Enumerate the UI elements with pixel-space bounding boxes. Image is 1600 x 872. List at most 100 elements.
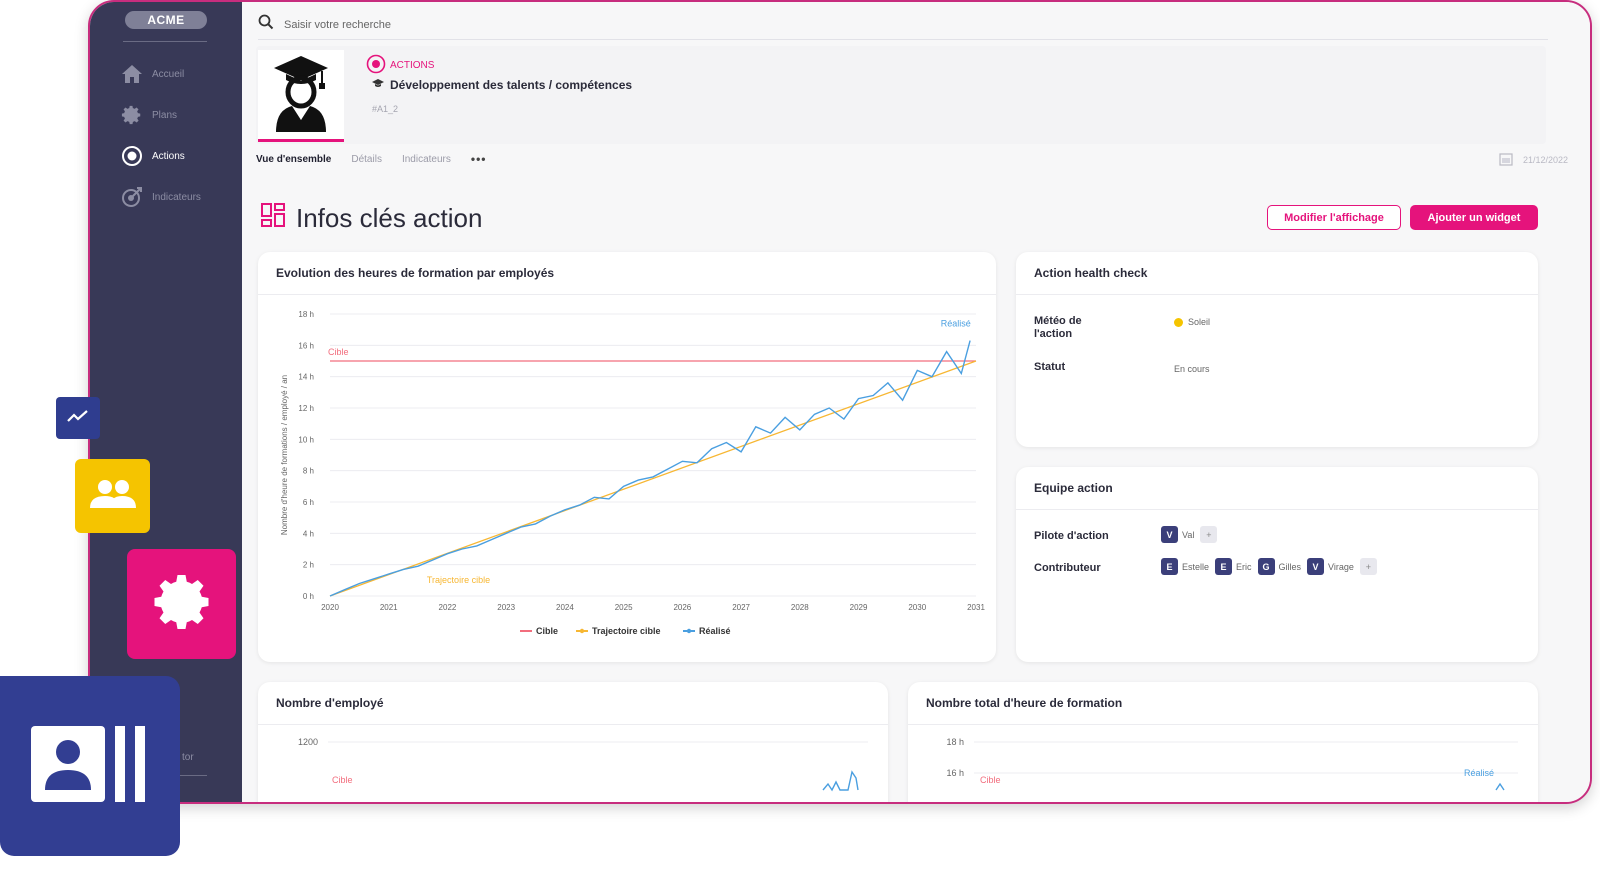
chart-title: Evolution des heures de formation par em…	[276, 266, 555, 280]
member-initial: E	[1161, 558, 1178, 575]
meteo-value: Soleil	[1174, 317, 1210, 327]
employee-count-card: Nombre d'employé 1200 Cible	[258, 682, 888, 802]
trajectoire-series-line	[329, 360, 977, 597]
settings-tile[interactable]	[127, 549, 236, 659]
statut-label: Statut	[1034, 361, 1066, 373]
y-tick-label: 10 h	[298, 435, 314, 444]
dashboard-icon	[260, 202, 286, 235]
search-icon[interactable]	[258, 14, 274, 35]
cible-annotation: Cible	[328, 347, 349, 357]
x-tick-label: 2028	[791, 603, 809, 612]
x-tick-label: 2024	[556, 603, 574, 612]
y-tick-label: 14 h	[298, 373, 314, 382]
x-tick-label: 2022	[439, 603, 457, 612]
x-tick-label: 2029	[850, 603, 868, 612]
x-tick-label: 2030	[908, 603, 926, 612]
target-icon	[366, 54, 386, 77]
contact-card-icon	[31, 725, 149, 807]
sidebar-item-label: Indicateurs	[152, 191, 201, 203]
meteo-text: Soleil	[1188, 317, 1211, 327]
total-hours-card: Nombre total d'heure de formation 18 h 1…	[908, 682, 1538, 802]
legend-marker	[686, 628, 692, 634]
legend-label: Cible	[536, 626, 558, 636]
search-bar	[258, 10, 1548, 40]
modify-display-button[interactable]: Modifier l'affichage	[1267, 205, 1401, 230]
home-icon	[120, 62, 144, 86]
team-card: Equipe action Pilote d'action V Val + Co…	[1016, 467, 1538, 662]
x-tick-label: 2021	[380, 603, 398, 612]
member-initial: G	[1257, 558, 1275, 575]
y-tick-label: 1200	[298, 737, 318, 747]
gear-icon	[152, 572, 212, 637]
tab-details[interactable]: Détails	[351, 153, 382, 165]
cible-annotation: Cible	[332, 775, 353, 785]
y-tick-label: 16 h	[946, 768, 964, 778]
contributor-label: Contributeur	[1034, 562, 1101, 574]
y-tick-label: 4 h	[303, 529, 314, 538]
more-options-button[interactable]: •••	[470, 152, 487, 166]
member-name: Gilles	[1278, 561, 1302, 572]
date-display: 21/12/2022	[1499, 152, 1568, 168]
sidebar-divider	[123, 41, 207, 42]
add-member-button[interactable]: +	[1359, 558, 1377, 575]
y-tick-label: 18 h	[946, 737, 964, 747]
y-axis-label: Nombre d'heure de formations / employé /…	[280, 375, 289, 535]
sidebar-item-label: Plans	[152, 109, 178, 121]
cible-annotation: Cible	[980, 775, 1001, 785]
pilot-label: Pilote d'action	[1034, 530, 1109, 542]
member-chip[interactable]: V Virage	[1307, 558, 1354, 575]
y-tick-label: 16 h	[298, 341, 314, 350]
search-input[interactable]	[284, 18, 784, 31]
pilot-chips: V Val +	[1161, 526, 1218, 543]
tab-indicateurs[interactable]: Indicateurs	[401, 153, 451, 165]
breadcrumb[interactable]: ACTIONS	[366, 54, 434, 77]
sidebar-item-plans[interactable]: Plans	[120, 103, 177, 127]
realise-annotation: Réalisé	[1464, 768, 1494, 778]
member-initial: V	[1161, 526, 1178, 543]
sidebar-item-indicateurs[interactable]: Indicateurs	[120, 185, 201, 209]
member-initial: V	[1307, 558, 1325, 575]
calendar-icon[interactable]	[1499, 152, 1513, 168]
member-name: Estelle	[1182, 561, 1210, 572]
tab-vue-ensemble[interactable]: Vue d'ensemble	[256, 153, 332, 165]
date-text: 21/12/2022	[1522, 155, 1568, 165]
trend-tile[interactable]	[56, 397, 100, 439]
sidebar-footer-label: tor	[182, 752, 194, 763]
contact-card-tile[interactable]	[0, 676, 180, 856]
action-header: ACTIONS Développement des talents / comp…	[256, 46, 1546, 144]
member-chip[interactable]: E Estelle	[1161, 558, 1209, 575]
legend-marker	[579, 628, 585, 634]
breadcrumb-label: ACTIONS	[390, 60, 435, 71]
card-divider	[258, 294, 996, 295]
realise-line	[1495, 782, 1505, 791]
y-tick-label: 6 h	[303, 498, 314, 507]
y-tick-label: 2 h	[303, 561, 314, 570]
member-chip[interactable]: G Gilles	[1257, 558, 1302, 575]
member-initial: E	[1215, 558, 1233, 575]
statut-value: En cours	[1174, 364, 1210, 374]
sidebar-item-actions[interactable]: Actions	[120, 144, 185, 168]
x-tick-label: 2027	[732, 603, 750, 612]
people-tile[interactable]	[75, 459, 150, 533]
card-divider	[1016, 294, 1538, 295]
legend-label: Trajectoire cible	[592, 626, 661, 636]
action-code: #A1_2	[372, 104, 399, 114]
x-tick-label: 2026	[673, 603, 691, 612]
member-chip[interactable]: E Eric	[1215, 558, 1252, 575]
trajectoire-annotation: Trajectoire cible	[427, 575, 490, 585]
member-chip[interactable]: V Val	[1161, 526, 1194, 543]
x-tick-label: 2023	[497, 603, 515, 612]
action-avatar	[258, 50, 344, 142]
target-icon	[120, 144, 144, 168]
add-widget-button[interactable]: Ajouter un widget	[1410, 205, 1538, 230]
y-tick-label: 0 h	[303, 592, 314, 601]
section-title: Infos clés action	[260, 202, 482, 235]
sidebar-item-label: Actions	[152, 150, 185, 162]
sidebar-item-accueil[interactable]: Accueil	[120, 62, 184, 86]
realise-annotation: Réalisé	[941, 319, 971, 329]
app-window: ACME Accueil Plans Actions Indicateurs	[88, 0, 1592, 804]
card-title: Equipe action	[1034, 481, 1113, 495]
sidebar: ACME Accueil Plans Actions Indicateurs	[90, 2, 242, 802]
sun-icon	[1174, 317, 1183, 327]
add-member-button[interactable]: +	[1200, 526, 1218, 543]
